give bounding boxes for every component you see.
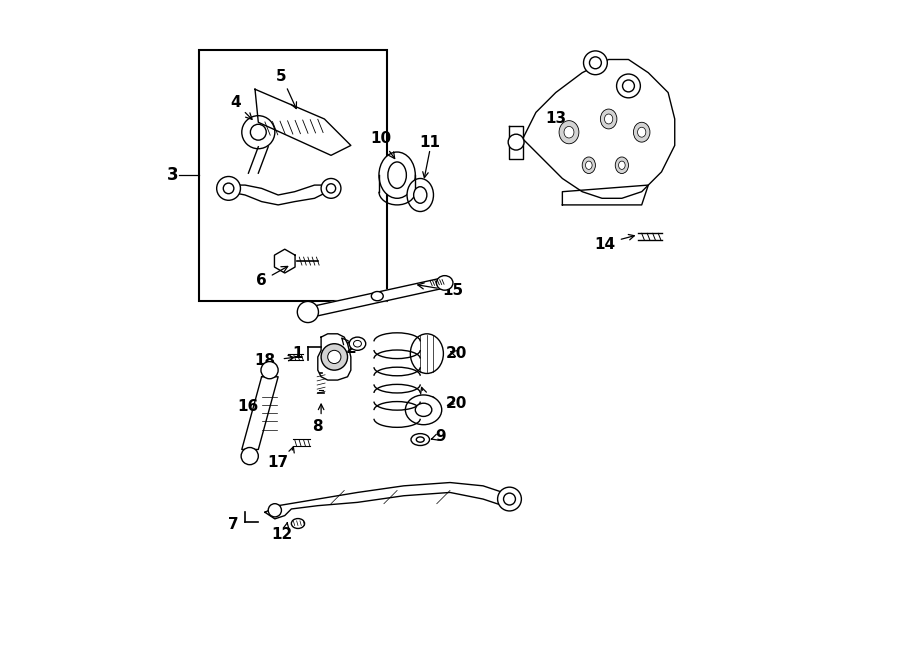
Polygon shape [318,334,351,380]
Ellipse shape [564,126,574,138]
Circle shape [623,80,634,92]
Text: 18: 18 [255,353,275,368]
Circle shape [327,184,336,193]
Ellipse shape [411,434,429,446]
Ellipse shape [616,157,628,173]
Ellipse shape [354,340,362,347]
Ellipse shape [586,161,592,169]
Text: 9: 9 [431,429,446,444]
Ellipse shape [605,114,613,124]
Ellipse shape [436,276,453,290]
Circle shape [268,504,282,517]
Polygon shape [222,185,334,205]
Polygon shape [523,59,675,198]
Ellipse shape [388,162,407,188]
Ellipse shape [559,120,579,143]
Ellipse shape [634,122,650,142]
Text: 12: 12 [271,527,292,541]
Text: 11: 11 [419,135,441,149]
Polygon shape [274,249,295,273]
Text: 3: 3 [166,166,178,184]
Circle shape [241,447,258,465]
Ellipse shape [292,518,304,529]
Text: 2: 2 [342,338,356,356]
Text: 15: 15 [418,283,464,298]
Ellipse shape [415,403,432,416]
Circle shape [250,124,266,140]
Text: 16: 16 [238,399,259,414]
Ellipse shape [407,178,434,212]
Circle shape [590,57,601,69]
Ellipse shape [637,127,646,137]
Text: 19: 19 [417,387,437,410]
Circle shape [297,301,319,323]
Text: 17: 17 [267,455,289,470]
Ellipse shape [618,161,626,169]
Polygon shape [509,126,523,159]
Ellipse shape [582,157,596,173]
Circle shape [583,51,608,75]
Circle shape [321,344,347,370]
Text: 20: 20 [446,396,467,410]
Circle shape [321,178,341,198]
Ellipse shape [417,437,424,442]
Text: 14: 14 [595,237,616,252]
Circle shape [242,116,274,149]
Ellipse shape [410,334,444,373]
Polygon shape [255,89,351,155]
Text: 4: 4 [230,95,252,120]
Circle shape [498,487,521,511]
Text: 7: 7 [228,517,238,531]
Polygon shape [242,377,278,449]
Circle shape [328,350,341,364]
Text: 13: 13 [545,112,573,139]
Polygon shape [265,483,516,519]
Text: 1: 1 [292,346,303,361]
Circle shape [508,134,524,150]
Circle shape [503,493,516,505]
Text: 6: 6 [256,266,288,288]
Circle shape [261,362,278,379]
Circle shape [616,74,641,98]
Polygon shape [562,185,648,205]
Bar [199,50,387,301]
Polygon shape [308,278,446,317]
Ellipse shape [405,395,442,424]
Ellipse shape [349,337,365,350]
Ellipse shape [379,152,415,198]
Ellipse shape [414,186,427,204]
Text: 20: 20 [446,346,467,361]
Text: 10: 10 [370,132,395,159]
Circle shape [217,176,240,200]
Circle shape [223,183,234,194]
Text: 5: 5 [276,69,296,108]
Text: 8: 8 [312,419,323,434]
Ellipse shape [600,109,617,129]
Ellipse shape [372,292,383,301]
